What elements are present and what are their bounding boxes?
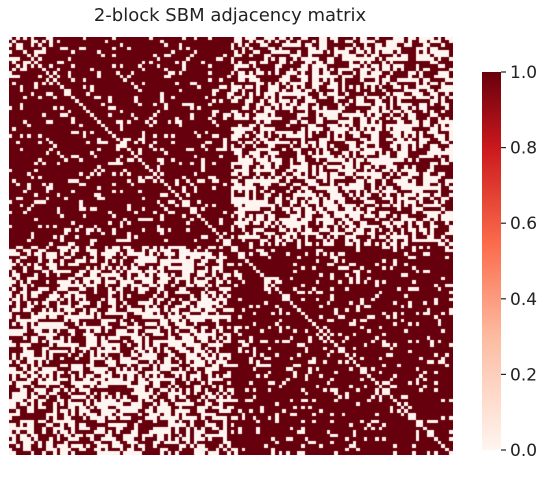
heatmap-matrix (9, 37, 453, 455)
colorbar-tick-label: 0.6 (510, 214, 537, 234)
colorbar-tick-label: 0.2 (510, 365, 537, 385)
colorbar-gradient (482, 72, 501, 450)
chart-title: 2-block SBM adjacency matrix (93, 5, 367, 26)
colorbar-tick-label: 0.4 (510, 290, 537, 310)
colorbar-tick-label: 1.0 (510, 63, 537, 83)
colorbar: 0.0 0.2 0.4 0.6 0.8 1.0 (482, 63, 537, 460)
colorbar-tick-label: 0.8 (510, 139, 537, 159)
colorbar-tick-label: 0.0 (510, 441, 537, 460)
